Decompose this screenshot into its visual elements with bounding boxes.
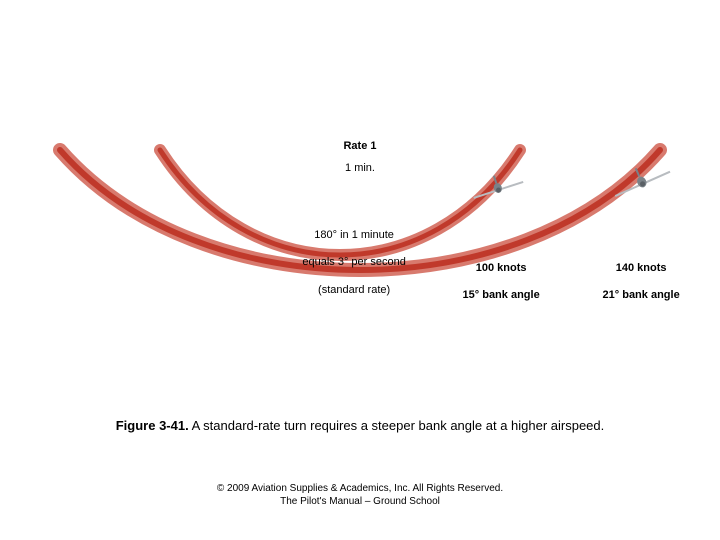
figure-stage: Rate 1 1 min. 180° in 1 minute equals 3°… [0,0,720,540]
inner-plane-speed: 100 knots [476,262,527,274]
standard-rate-text: 180° in 1 minute equals 3° per second (s… [278,215,418,311]
copyright-block: © 2009 Aviation Supplies & Academics, In… [0,482,720,508]
inner-plane-bank: 15° bank angle [463,289,540,301]
rate1-label: Rate 1 [336,140,384,154]
copyright-line2: The Pilot's Manual – Ground School [280,496,440,507]
figure-text: A standard-rate turn requires a steeper … [192,418,605,433]
outer-plane-speed: 140 knots [616,262,667,274]
outer-plane-label: 140 knots 21° bank angle [580,248,690,317]
std-line1: 180° in 1 minute [314,229,394,241]
std-line2: equals 3° per second [302,256,405,268]
figure-caption: Figure 3-41. A standard-rate turn requir… [0,418,720,433]
one-min-label: 1 min. [336,162,384,176]
outer-plane-bank: 21° bank angle [603,289,680,301]
std-line3: (standard rate) [318,284,390,296]
copyright-line1: © 2009 Aviation Supplies & Academics, In… [217,483,503,494]
inner-plane-label: 100 knots 15° bank angle [440,248,550,317]
figure-number: Figure 3-41. [116,418,189,433]
